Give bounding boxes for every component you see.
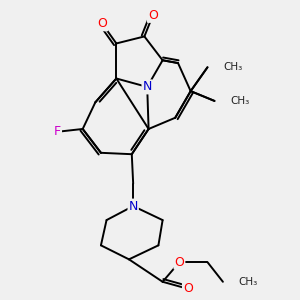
Text: O: O	[98, 17, 107, 30]
Text: O: O	[148, 9, 158, 22]
Text: CH₃: CH₃	[238, 277, 258, 287]
Text: N: N	[128, 200, 138, 213]
Text: CH₃: CH₃	[223, 62, 242, 72]
Text: N: N	[142, 80, 152, 93]
Text: CH₃: CH₃	[230, 96, 249, 106]
Text: F: F	[54, 125, 61, 138]
Text: O: O	[183, 282, 193, 295]
Text: O: O	[175, 256, 184, 269]
